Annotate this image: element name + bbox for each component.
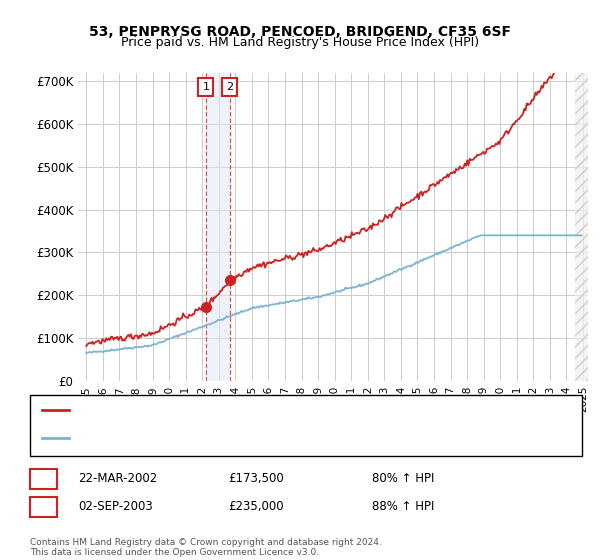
Text: £235,000: £235,000 [228, 500, 284, 514]
Text: Contains HM Land Registry data © Crown copyright and database right 2024.
This d: Contains HM Land Registry data © Crown c… [30, 538, 382, 557]
Text: HPI: Average price, detached house, Bridgend: HPI: Average price, detached house, Brid… [72, 433, 324, 443]
Bar [206, 73, 230, 381]
Text: 22-MAR-2002: 22-MAR-2002 [78, 472, 157, 486]
Text: £173,500: £173,500 [228, 472, 284, 486]
Text: 53, PENPRYSG ROAD, PENCOED, BRIDGEND, CF35 6SF: 53, PENPRYSG ROAD, PENCOED, BRIDGEND, CF… [89, 25, 511, 39]
Text: 2: 2 [226, 82, 233, 92]
Bar [575, 73, 599, 381]
Text: 80% ↑ HPI: 80% ↑ HPI [372, 472, 434, 486]
Text: 1: 1 [40, 472, 48, 486]
Text: 02-SEP-2003: 02-SEP-2003 [78, 500, 153, 514]
Text: Price paid vs. HM Land Registry's House Price Index (HPI): Price paid vs. HM Land Registry's House … [121, 36, 479, 49]
Text: 53, PENPRYSG ROAD, PENCOED, BRIDGEND, CF35 6SF (detached house): 53, PENPRYSG ROAD, PENCOED, BRIDGEND, CF… [72, 405, 469, 415]
Text: 1: 1 [202, 82, 209, 92]
Text: 88% ↑ HPI: 88% ↑ HPI [372, 500, 434, 514]
Text: 2: 2 [40, 500, 48, 514]
